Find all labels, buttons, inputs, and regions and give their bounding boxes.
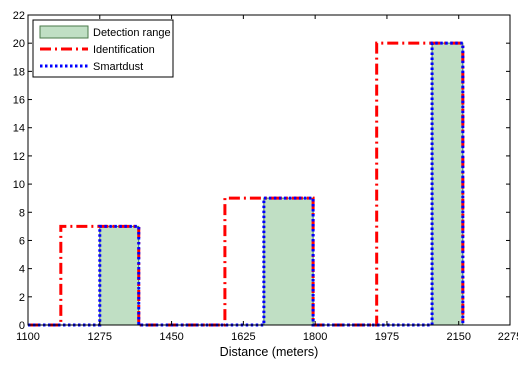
legend-label-smartdust: Smartdust [93, 61, 143, 73]
series-layer [28, 41, 465, 327]
y-tick-label: 16 [13, 95, 25, 107]
legend-label-identification: Identification [93, 44, 155, 56]
x-tick-label: 1975 [375, 331, 399, 343]
y-tick-label: 10 [13, 179, 25, 191]
x-tick-label: 1800 [303, 331, 327, 343]
plot-frame [27, 14, 511, 326]
y-tick-label: 22 [13, 10, 25, 22]
series-smartdust-line [28, 41, 465, 327]
legend-label-detection-range: Detection range [93, 27, 171, 39]
x-axis-label: Distance (meters) [220, 345, 319, 359]
y-tick-label: 14 [13, 123, 25, 135]
y-tick-label: 18 [13, 66, 25, 78]
x-tick-label: 2275 [498, 331, 518, 343]
ticks-layer: 1100 1275 1450 1625 1800 1975 2150 2275 0 2 4 6 8 10 1… [13, 10, 518, 343]
y-tick-label: 6 [19, 235, 25, 247]
legend-swatch-detection-range [39, 25, 89, 39]
series-identification-line [28, 41, 465, 327]
y-tick-label: 8 [19, 207, 25, 219]
y-tick-label: 0 [19, 320, 25, 332]
y-tick-label: 2 [19, 292, 25, 304]
legend: Detection range Identification Smartdust [32, 19, 174, 78]
y-tick-label: 20 [13, 38, 25, 50]
x-tick-label: 1625 [231, 331, 255, 343]
x-tick-label: 2150 [446, 331, 470, 343]
y-tick-label: 12 [13, 151, 25, 163]
x-tick-label: 1100 [16, 331, 40, 343]
x-tick-label: 1450 [159, 331, 183, 343]
x-tick-label: 1275 [88, 331, 112, 343]
y-tick-label: 4 [19, 264, 25, 276]
